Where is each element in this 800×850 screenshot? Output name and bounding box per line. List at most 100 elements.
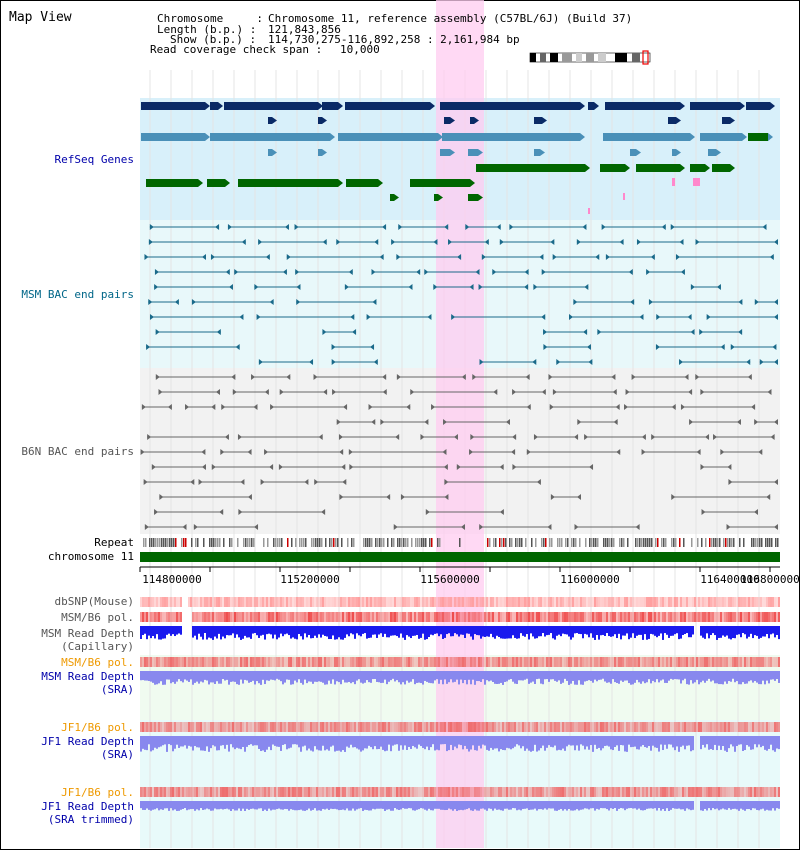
- heat-cell: [378, 612, 380, 622]
- heat-cell: [762, 657, 764, 667]
- depth-bar: [242, 671, 244, 684]
- depth-bar: [490, 671, 492, 681]
- bac-end-marker: [231, 374, 236, 380]
- depth-bar: [370, 736, 372, 748]
- depth-bar: [330, 736, 332, 747]
- heat-cell: [416, 612, 418, 622]
- heat-cell: [502, 722, 504, 732]
- repeat-mark: [165, 538, 167, 547]
- snp-tracks[interactable]: [140, 597, 780, 811]
- bac-end-marker: [349, 464, 354, 470]
- heat-cell: [670, 612, 672, 622]
- heat-cell: [476, 787, 478, 797]
- heat-cell: [234, 657, 236, 667]
- bac-end-marker: [373, 359, 378, 365]
- msm-depth-capillary-label[interactable]: MSM Read Depth: [41, 627, 134, 640]
- msm-bac-label[interactable]: MSM BAC end pairs: [21, 288, 134, 301]
- heat-cell: [634, 787, 636, 797]
- depth-bar: [648, 801, 650, 809]
- jf1-b6-pol-label[interactable]: JF1/B6 pol.: [61, 721, 134, 734]
- heat-cell: [290, 657, 292, 667]
- depth-bar: [724, 736, 726, 751]
- heat-cell: [316, 722, 318, 732]
- heat-cell: [156, 612, 158, 622]
- chromosome-bar[interactable]: [140, 552, 780, 562]
- bac-end-marker: [339, 494, 344, 500]
- depth-bar: [736, 736, 738, 747]
- refseq-genes-label[interactable]: RefSeq Genes: [54, 153, 134, 166]
- b6n-bac-label[interactable]: B6N BAC end pairs: [21, 445, 134, 458]
- depth-bar: [684, 801, 686, 811]
- heat-cell: [154, 597, 156, 607]
- repeat-mark: [605, 538, 607, 547]
- dbsnp-label[interactable]: dbSNP(Mouse): [54, 595, 134, 608]
- heat-cell: [516, 787, 518, 797]
- jf1-depth-trimmed-label[interactable]: JF1 Read Depth: [41, 800, 134, 813]
- depth-bar: [728, 671, 730, 682]
- depth-bar: [426, 801, 428, 811]
- repeat-mark: [777, 538, 779, 547]
- heat-cell: [298, 657, 300, 667]
- depth-bar: [592, 626, 594, 638]
- heat-cell: [628, 657, 630, 667]
- depth-bar: [420, 736, 422, 747]
- depth-bar: [344, 801, 346, 811]
- heat-cell: [412, 597, 414, 607]
- depth-bar: [498, 671, 500, 684]
- heat-cell: [396, 787, 398, 797]
- bac-end-marker: [228, 284, 233, 290]
- repeat-mark: [399, 538, 401, 547]
- heat-cell: [374, 597, 376, 607]
- msm-bac-track[interactable]: [144, 224, 778, 365]
- repeat-label[interactable]: Repeat: [94, 536, 134, 549]
- bac-end-marker: [701, 509, 706, 515]
- heat-cell: [338, 787, 340, 797]
- depth-bar: [728, 801, 730, 809]
- heat-cell: [328, 597, 330, 607]
- bac-end-marker: [331, 344, 336, 350]
- repeat-mark: [627, 538, 629, 547]
- heat-cell: [192, 657, 194, 667]
- msm-b6-pol-capillary-label[interactable]: MSM/B6 pol.: [61, 611, 134, 624]
- depth-bar: [716, 736, 718, 751]
- bac-end-marker: [747, 374, 752, 380]
- heat-cell: [576, 787, 578, 797]
- bac-end-marker: [443, 419, 448, 425]
- repeat-mark: [573, 538, 575, 547]
- heat-cell: [704, 612, 706, 622]
- chromosome-label[interactable]: chromosome 11: [47, 550, 134, 563]
- heat-cell: [504, 597, 506, 607]
- msm-b6-pol-sra-label[interactable]: MSM/B6 pol.: [61, 656, 134, 669]
- axis-tick-label: 116400000: [700, 573, 760, 586]
- chromosome-ideogram[interactable]: [529, 50, 651, 65]
- repeat-track[interactable]: [143, 538, 779, 547]
- heat-cell: [604, 612, 606, 622]
- heat-cell: [722, 657, 724, 667]
- depth-bar: [306, 671, 308, 684]
- heat-cell: [558, 722, 560, 732]
- depth-bar: [630, 736, 632, 748]
- refseq-genes-track[interactable]: [141, 102, 775, 214]
- depth-bar: [678, 671, 680, 680]
- heat-cell: [630, 722, 632, 732]
- bac-end-marker: [140, 449, 145, 455]
- b6n-bac-track[interactable]: [140, 374, 778, 530]
- depth-bar: [196, 801, 198, 810]
- heat-cell: [642, 722, 644, 732]
- depth-bar: [356, 801, 358, 810]
- heat-cell: [584, 787, 586, 797]
- jf1-b6-pol-trimmed-label[interactable]: JF1/B6 pol.: [61, 786, 134, 799]
- heat-cell: [142, 657, 144, 667]
- depth-bar: [746, 626, 748, 639]
- bac-end-marker: [147, 434, 152, 440]
- bac-end-marker: [700, 464, 705, 470]
- heat-cell: [506, 612, 508, 622]
- depth-bar: [222, 736, 224, 746]
- jf1-depth-label[interactable]: JF1 Read Depth: [41, 735, 134, 748]
- heat-cell: [310, 657, 312, 667]
- msm-depth-sra-label[interactable]: MSM Read Depth: [41, 670, 134, 683]
- repeat-mark: [739, 538, 741, 547]
- heat-cell: [686, 787, 688, 797]
- heat-cell: [700, 612, 702, 622]
